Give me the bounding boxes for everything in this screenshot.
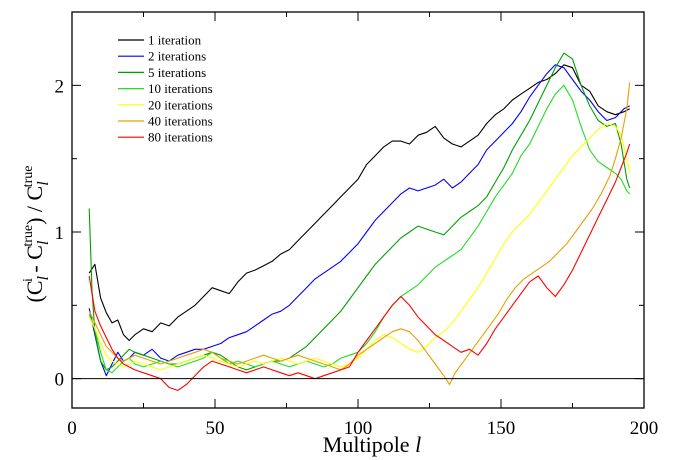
y-tick-label: 2 [55, 76, 65, 97]
legend-label-4: 10 iterations [148, 81, 213, 96]
legend-label-1: 1 iteration [148, 33, 202, 48]
series-line-1 [88, 64, 630, 342]
x-tick-label: 0 [67, 418, 77, 439]
series-line-2 [88, 64, 630, 377]
y-tick-label: 0 [55, 370, 65, 391]
y-axis-title-sub3: l [35, 181, 52, 186]
x-axis-title-text: Multipole [323, 432, 410, 457]
y-axis-title-sup-true1: true [21, 225, 36, 247]
y-tick-label: 1 [55, 223, 65, 244]
x-axis-title: Multipole l [323, 432, 421, 457]
legend-label-7: 80 iterations [148, 130, 213, 145]
legend-label-6: 40 iterations [148, 114, 213, 129]
x-tick-label: 50 [206, 418, 225, 439]
series-line-3 [88, 52, 631, 371]
y-axis-title: (Cli - Cltrue) / Cltrue [21, 166, 52, 303]
y-axis-title-sub2: l [35, 240, 52, 245]
axis-ticks: 0 50 100 150 200 0 1 2 [55, 12, 659, 439]
series-line-7 [88, 143, 631, 391]
legend-label-5: 20 iterations [148, 97, 213, 112]
x-tick-label: 150 [487, 418, 516, 439]
series-line-5 [88, 122, 631, 371]
x-axis-title-symbol: l [415, 432, 421, 457]
x-tick-label: 200 [630, 418, 659, 439]
legend-box [114, 32, 244, 152]
plot-series [88, 52, 631, 391]
y-axis-title-sup-i: i [21, 278, 36, 282]
y-axis-title-close: ) / C [22, 186, 47, 225]
series-line-6 [88, 82, 631, 386]
y-axis-title-open: (C [22, 280, 47, 302]
legend-label-2: 2 iterations [148, 49, 206, 64]
y-axis-title-sub1: l [35, 275, 52, 280]
legend-label-3: 5 iterations [148, 65, 206, 80]
y-axis-title-minus: - C [22, 245, 47, 278]
y-axis-title-sup-true2: true [21, 166, 36, 188]
series-line-4 [88, 84, 631, 374]
x-tick-label: 100 [344, 418, 373, 439]
